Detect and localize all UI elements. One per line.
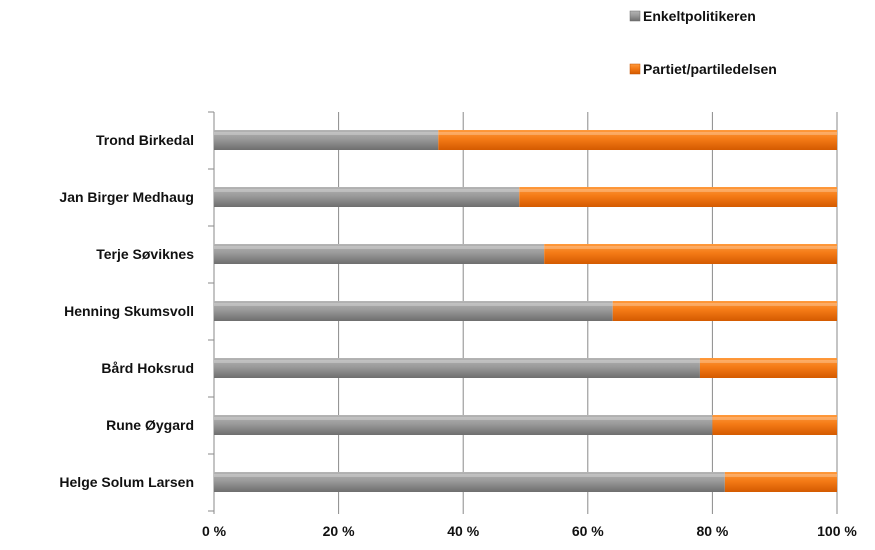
bar-partiet-4 bbox=[699, 358, 837, 378]
bar-partiet-0 bbox=[438, 130, 837, 150]
category-label: Bård Hoksrud bbox=[101, 360, 194, 376]
bar-enkeltpolitikeren-0 bbox=[214, 130, 439, 150]
bar-highlight bbox=[519, 189, 837, 192]
bar-highlight bbox=[544, 246, 837, 249]
x-tick-label: 80 % bbox=[696, 523, 728, 539]
bar-partiet-2 bbox=[544, 244, 837, 264]
category-label: Rune Øygard bbox=[106, 417, 194, 433]
bar-highlight bbox=[724, 474, 837, 477]
bar-enkeltpolitikeren-3 bbox=[214, 301, 613, 321]
x-tick-label: 20 % bbox=[323, 523, 355, 539]
legend: Enkeltpolitikeren Partiet/partiledelsen bbox=[629, 8, 777, 77]
x-tick-label: 100 % bbox=[817, 523, 857, 539]
bar-highlight bbox=[438, 132, 837, 135]
bar-partiet-3 bbox=[612, 301, 837, 321]
x-tick-label: 0 % bbox=[202, 523, 227, 539]
labels-layer: 0 % 20 % 40 % 60 % 80 % 100 % Trond Birkedal Ja… bbox=[59, 132, 857, 539]
category-label: Helge Solum Larsen bbox=[59, 474, 194, 490]
legend-label-partiet: Partiet/partiledelsen bbox=[643, 61, 777, 77]
x-tick-label: 40 % bbox=[447, 523, 479, 539]
bar-highlight bbox=[214, 246, 545, 249]
bar-highlight bbox=[214, 303, 613, 306]
bar-highlight bbox=[214, 474, 725, 477]
bar-highlight bbox=[612, 303, 837, 306]
bar-highlight bbox=[214, 189, 520, 192]
bar-partiet-1 bbox=[519, 187, 837, 207]
bar-enkeltpolitikeren-1 bbox=[214, 187, 520, 207]
legend-swatch-enkeltpolitikeren bbox=[629, 10, 641, 22]
bar-highlight bbox=[214, 417, 713, 420]
bar-highlight bbox=[699, 360, 837, 363]
bar-enkeltpolitikeren-2 bbox=[214, 244, 545, 264]
bar-partiet-6 bbox=[724, 472, 837, 492]
bar-highlight bbox=[712, 417, 837, 420]
axis-layer bbox=[208, 111, 215, 514]
bars-layer bbox=[214, 130, 837, 492]
bar-highlight bbox=[214, 132, 439, 135]
bar-enkeltpolitikeren-6 bbox=[214, 472, 725, 492]
category-label: Trond Birkedal bbox=[96, 132, 194, 148]
bar-highlight bbox=[214, 360, 700, 363]
category-label: Henning Skumsvoll bbox=[64, 303, 194, 319]
bar-partiet-5 bbox=[712, 415, 837, 435]
legend-label-enkeltpolitikeren: Enkeltpolitikeren bbox=[643, 8, 756, 24]
category-label: Jan Birger Medhaug bbox=[59, 189, 194, 205]
bar-enkeltpolitikeren-4 bbox=[214, 358, 700, 378]
x-tick-label: 60 % bbox=[572, 523, 604, 539]
legend-swatch-partiet bbox=[629, 63, 641, 75]
category-label: Terje Søviknes bbox=[96, 246, 194, 262]
bar-enkeltpolitikeren-5 bbox=[214, 415, 713, 435]
